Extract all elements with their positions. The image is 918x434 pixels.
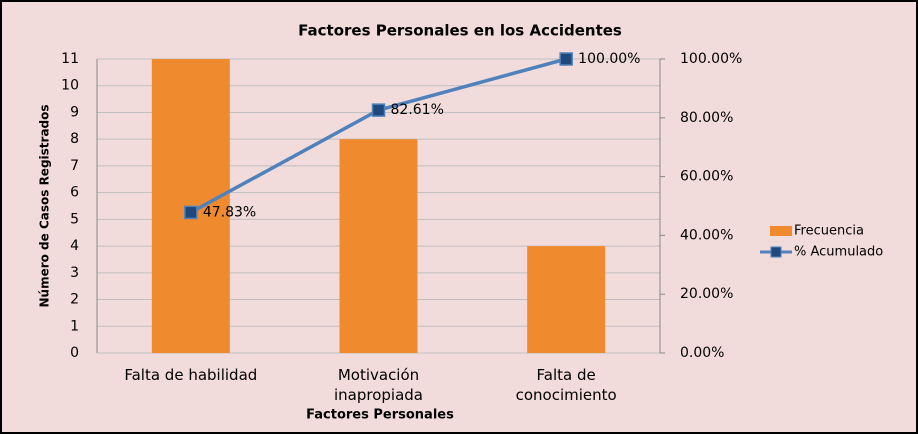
- legend-marker: [770, 246, 782, 258]
- legend-label: Frecuencia: [794, 224, 864, 239]
- data-label: 100.00%: [578, 51, 640, 67]
- line-marker: [184, 205, 198, 220]
- y-tick-label: 7: [70, 158, 79, 174]
- line-marker: [371, 103, 386, 117]
- legend-label: % Acumulado: [794, 245, 883, 260]
- y-tick-label: 8: [70, 131, 79, 147]
- y-tick-label: 5: [70, 211, 79, 227]
- y-tick-label: 0: [70, 345, 79, 361]
- y2-tick-label: 60.00%: [680, 169, 733, 185]
- x-tick-label: Falta de habilidad: [124, 366, 258, 384]
- y2-tick-label: 100.00%: [680, 51, 742, 67]
- y2-tick-label: 40.00%: [680, 227, 733, 243]
- y-tick-label: 4: [70, 238, 79, 254]
- y-tick-label: 9: [70, 104, 79, 120]
- x-tick-label: Falta de conocimiento: [515, 366, 617, 404]
- x-axis-title: Factores Personales: [306, 408, 454, 423]
- y-axis-title: Número de Casos Registrados: [38, 104, 52, 307]
- y-tick-label: 6: [70, 185, 79, 201]
- bar: [527, 246, 606, 353]
- y2-tick-label: 80.00%: [680, 110, 733, 126]
- chart-title: Factores Personales en los Accidentes: [298, 22, 622, 40]
- y-tick-label: 11: [61, 51, 79, 67]
- y2-tick-label: 0.00%: [680, 345, 724, 361]
- x-tick-label: Motivación inapropiada: [334, 366, 423, 404]
- y-tick-label: 10: [61, 78, 79, 94]
- line-marker: [559, 52, 573, 66]
- y2-tick-label: 20.00%: [680, 286, 733, 302]
- data-label: 82.61%: [391, 102, 444, 118]
- y-tick-label: 1: [70, 318, 79, 334]
- y-tick-label: 2: [70, 292, 79, 308]
- data-label: 47.83%: [203, 204, 256, 220]
- legend-swatch: [770, 226, 792, 236]
- bar: [339, 139, 418, 353]
- y-tick-label: 3: [70, 265, 79, 281]
